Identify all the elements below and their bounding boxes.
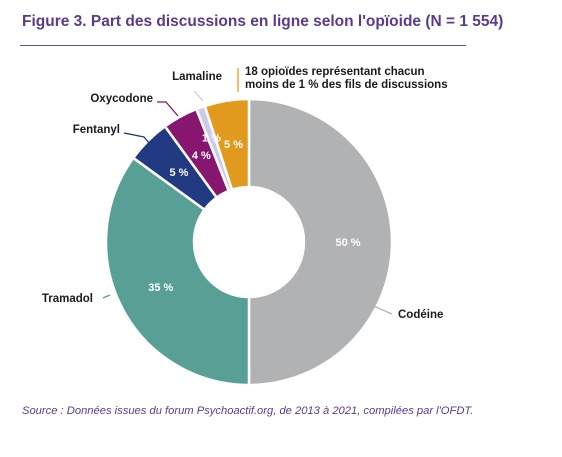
leader-line-oxycodone — [157, 101, 179, 117]
donut-chart: 50 %35 %5 %4 %1 %5 % CodéineTramadolFent… — [42, 66, 448, 387]
title-divider — [20, 45, 466, 46]
category-label-fentanyl: Fentanyl — [73, 124, 120, 136]
category-label-group: Codéine Tramadol Fentanyl Oxycodone Lamaline… — [42, 66, 448, 321]
value-label-codeine: 50 % — [335, 237, 360, 249]
leader-line-fentanyl — [123, 132, 150, 144]
value-label-lamaline: 1 % — [202, 133, 221, 145]
slice-group — [104, 97, 394, 387]
category-label-tramadol: Tramadol — [42, 293, 93, 305]
leader-line-tramadol — [102, 294, 111, 299]
slice-tramadol — [104, 156, 251, 387]
figure-title: Figure 3. Part des discussions en ligne … — [22, 13, 504, 30]
value-label-fentanyl: 5 % — [170, 167, 189, 179]
category-label-oxycodone: Oxycodone — [90, 93, 153, 105]
category-label-codeine: Codéine — [398, 309, 443, 321]
value-label-oxycodone: 4 % — [192, 150, 211, 162]
slice-codeine — [247, 97, 394, 387]
value-label-18-opioides-representant: 5 % — [224, 139, 243, 151]
value-label-group: 50 %35 %5 %4 %1 %5 % — [148, 133, 361, 294]
category-label-lamaline: Lamaline — [172, 71, 222, 83]
slice-18-opioides-representant — [203, 97, 251, 192]
leader-line-lamaline — [193, 90, 204, 102]
value-label-tramadol: 35 % — [148, 282, 173, 294]
leader-line-codeine — [363, 301, 393, 315]
category-label-18-opioides-representant: 18 opioïdes représentant chacun moins de … — [245, 66, 448, 91]
source-note: Source : Données issues du forum Psychoa… — [22, 405, 474, 417]
leader-line-group — [102, 68, 393, 315]
